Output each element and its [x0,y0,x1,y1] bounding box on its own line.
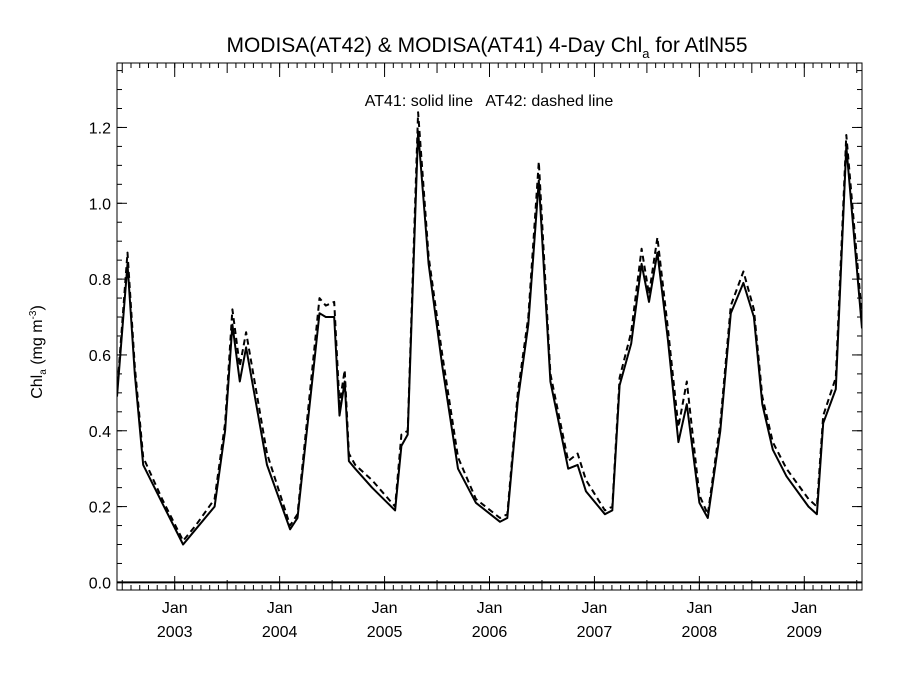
x-tick-label-month: Jan [791,600,817,617]
x-tick-label-month: Jan [582,600,608,617]
y-tick-label: 0.0 [89,575,111,592]
y-axis-label-superscript: -3 [28,310,39,319]
y-tick-label: 1.2 [89,120,111,137]
chart-title-subscript: a [642,46,650,61]
x-tick-label-year: 2004 [262,624,298,641]
x-tick-label-year: 2007 [577,624,613,641]
x-tick-label-month: Jan [372,600,398,617]
x-tick-label-month: Jan [686,600,712,617]
x-tick-label-month: Jan [162,600,188,617]
y-axis-label: Chla (mg m-3) [28,305,49,399]
y-tick-label: 0.2 [89,500,111,517]
x-tick-label-year: 2003 [157,624,193,641]
y-axis-label-close: ) [29,305,46,310]
series-annotation: AT41: solid line AT42: dashed line [365,93,614,110]
y-tick-label: 0.8 [89,272,111,289]
chart-title-tail: for AtlN55 [649,34,747,57]
y-tick-label: 0.6 [89,348,111,365]
y-axis-label-units: (mg m [29,319,46,369]
y-tick-label: 0.4 [89,424,111,441]
series-line-at41 [117,130,862,546]
chart-title: MODISA(AT42) & MODISA(AT41) 4-Day Chla f… [226,34,747,61]
x-tick-label-month: Jan [267,600,293,617]
chart-title-main: MODISA(AT42) & MODISA(AT41) 4-Day Chl [226,34,642,57]
y-axis-label-subscript: a [38,369,49,375]
y-axis-label-main: Chl [29,375,46,399]
series-line-at42 [117,111,862,542]
x-tick-label-year: 2006 [472,624,508,641]
x-tick-label-year: 2009 [786,624,822,641]
series-layer [117,111,862,546]
y-tick-label: 1.0 [89,196,111,213]
x-tick-label-year: 2008 [682,624,718,641]
x-tick-label-year: 2005 [367,624,403,641]
x-tick-label-month: Jan [477,600,503,617]
axes-layer: 0.0 0.2 0.4 0.6 0.8 1.0 1.2 Jan 2003 Jan 2004 Jan 20… [89,62,863,641]
